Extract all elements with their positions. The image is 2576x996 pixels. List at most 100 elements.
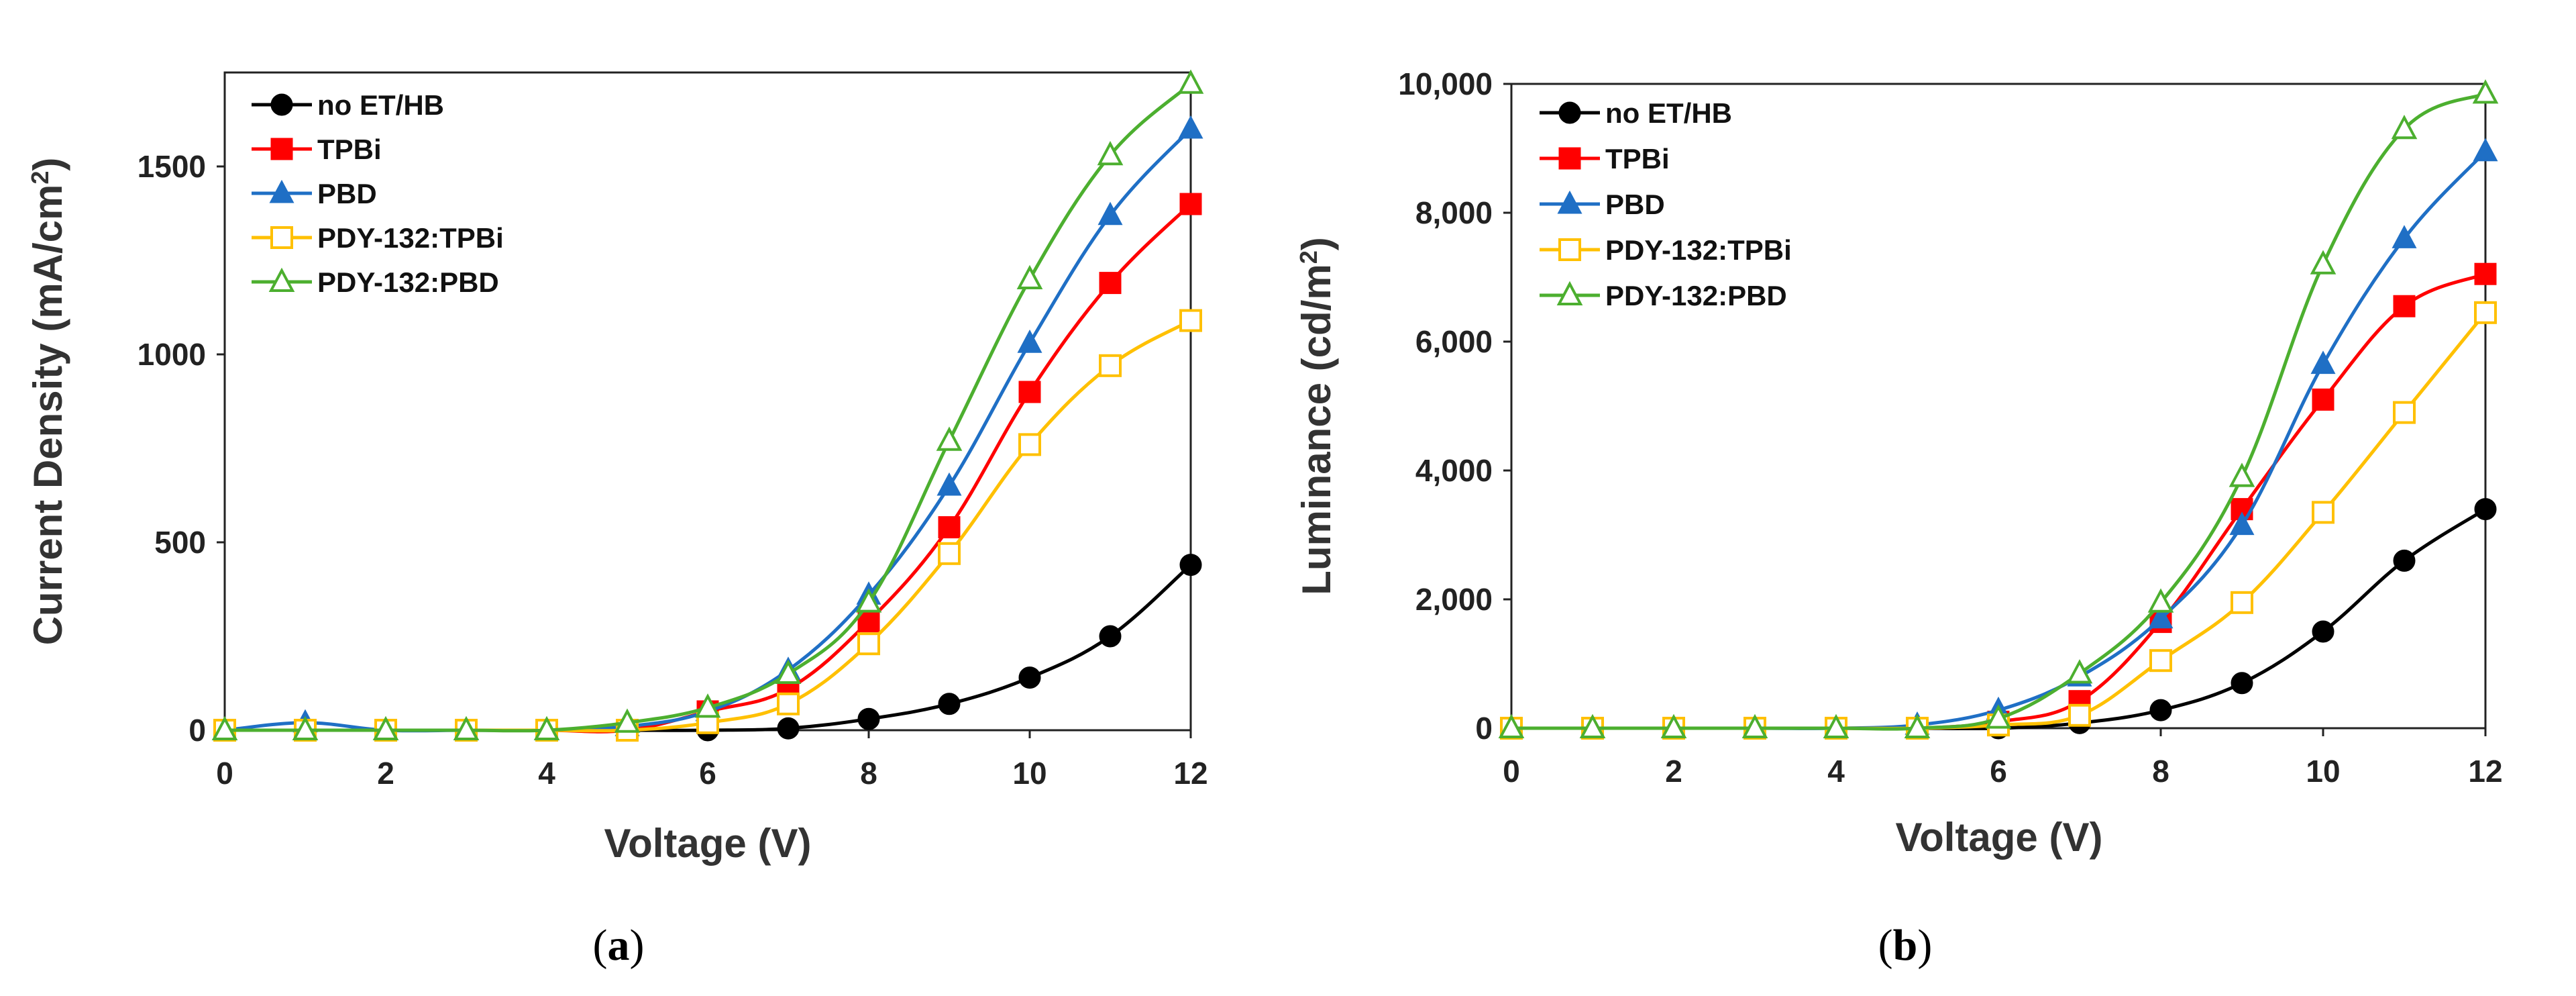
panel-b-legend-marker-1 <box>1558 147 1581 170</box>
panel-b-series-0-point <box>2231 672 2253 695</box>
panel-b-y-axis-title: Luminance (cd/m2) <box>1294 237 1339 595</box>
panel-a-legend-label-0: no ET/HB <box>317 89 444 121</box>
panel-b-series-1-point <box>2312 388 2334 411</box>
panel-b-series-2-point <box>2392 225 2417 248</box>
panel-b-series-2-point <box>2310 350 2336 375</box>
panel-b-legend-item-1: TPBi <box>1540 143 1670 175</box>
panel-a-series-1-point <box>1179 193 1202 215</box>
panel-b-y-axis-title-main: Luminance (cd/m <box>1294 264 1339 595</box>
panel-a-legend-marker-3 <box>270 226 293 249</box>
panel-a-legend-marker-1 <box>270 138 293 160</box>
panel-a-series-3-point <box>857 632 880 656</box>
panel-a-series-1-point <box>938 516 961 539</box>
panel-a-series <box>211 69 1204 742</box>
panel-b-x-tick-label: 0 <box>1503 754 1520 789</box>
panel-b-x-tick-label: 8 <box>2152 754 2169 789</box>
panel-b-series-0-point <box>2312 620 2334 643</box>
panel-a-series-4-point <box>1097 140 1124 166</box>
panel-b-series-2-point <box>2229 511 2255 536</box>
panel-b-y-tick-label: 0 <box>1475 711 1493 746</box>
panel-a-legend-marker-2 <box>269 179 294 203</box>
panel-b-legend-marker-3 <box>1558 238 1581 261</box>
panel-a-y-axis-title-main: Current Density (mA/cm <box>25 185 70 646</box>
panel-a-series-0-point <box>1018 666 1041 689</box>
panel-b-legend-item-0: no ET/HB <box>1540 97 1732 129</box>
panel-a-legend-label-2: PBD <box>317 178 377 209</box>
panel-b-series-4-point <box>2066 659 2093 684</box>
panel-b-series-4-point <box>1741 713 1768 738</box>
panel-a-series-4-point <box>211 715 238 740</box>
panel-b-series-4-point <box>1823 713 1849 738</box>
panel-b-axes: 0 2 4 6 8 10 12 0 2,000 4,000 6,000 8,000 10,000 <box>1398 66 2502 789</box>
panel-a-series-0-point <box>1179 554 1202 577</box>
panel-b-legend: no ET/HB TPBi PBD PDY-132:TPBi PDY-132:PBD <box>1540 97 1792 311</box>
panel-a-series-0-point <box>1099 625 1122 648</box>
panel-a-series-4-point <box>775 659 802 684</box>
panel-b-series-0-line <box>1511 507 2487 731</box>
panel-a-legend-item-2: PBD <box>252 178 377 209</box>
panel-a-series-2-point <box>1178 115 1203 139</box>
panel-a-series-2-line <box>224 128 1192 733</box>
panel-a-chart: 0 2 4 6 8 10 12 0 500 1000 1500 no ET/HB TPBi PBD PDY… <box>25 69 1208 970</box>
panel-a-x-tick-label: 4 <box>538 756 555 791</box>
panel-b-series-3-point <box>2068 703 2091 727</box>
panel-a-x-tick-label: 8 <box>860 756 877 791</box>
panel-a-y-tick-label: 500 <box>154 525 206 560</box>
panel-a-axes: 0 2 4 6 8 10 12 0 500 1000 1500 <box>138 149 1208 791</box>
panel-b-x-tick-label: 2 <box>1665 754 1682 789</box>
panel-a-series-4-point <box>372 715 399 740</box>
panel-a-plot-frame <box>223 71 1192 732</box>
panel-b-x-tick-label: 4 <box>1827 754 1845 789</box>
panel-a-series-3-point <box>1099 354 1122 377</box>
panel-a-series-4-point <box>614 708 641 733</box>
panel-b-series-4-point <box>1660 713 1687 738</box>
panel-a-x-tick-label: 12 <box>1173 756 1208 791</box>
panel-a-series-3-point <box>1179 309 1202 332</box>
panel-b-series-3-point <box>2312 501 2334 524</box>
panel-b-x-tick-label: 6 <box>1990 754 2007 789</box>
panel-b-series-3-line <box>1511 311 2487 730</box>
panel-b-series-1-point <box>2393 295 2416 317</box>
panel-b-series-3-point <box>2474 301 2497 324</box>
panel-b-x-tick-label: 10 <box>2306 754 2340 789</box>
panel-b-series-2 <box>1499 138 2498 738</box>
panel-a-series-4 <box>211 69 1204 740</box>
panel-b-series-4-point <box>2472 79 2499 104</box>
panel-b-y-axis-title-tail: ) <box>1294 237 1339 250</box>
panel-b-series-1 <box>1500 262 2497 740</box>
panel-b-series-4-point <box>1904 713 1931 738</box>
panel-a-series-4-point <box>453 715 480 740</box>
panel-b-legend-marker-2 <box>1557 190 1582 214</box>
panel-a-series-2 <box>212 115 1203 740</box>
panel-a-x-tick-label: 6 <box>699 756 716 791</box>
panel-b-series-4-point <box>2229 462 2255 487</box>
panel-b-legend-label-3: PDY-132:TPBi <box>1605 234 1792 266</box>
panel-b-series-0-point <box>2474 498 2497 521</box>
panel-b-y-tick-label: 8,000 <box>1415 195 1493 230</box>
panel-b-legend-item-3: PDY-132:TPBi <box>1540 234 1792 266</box>
panel-b-y-tick-label: 6,000 <box>1415 324 1493 359</box>
panel-b-series-4-point <box>2147 588 2174 613</box>
panel-a-series-4-point <box>292 715 319 740</box>
panel-a-legend-marker-4 <box>268 267 295 292</box>
panel-b-series <box>1498 79 2499 740</box>
panel-a-legend: no ET/HB TPBi PBD PDY-132:TPBi PDY-132:PBD <box>252 89 504 298</box>
panel-a-x-tick-label: 0 <box>216 756 233 791</box>
panel-b-series-2-point <box>2148 605 2174 629</box>
panel-b-x-tick-label: 12 <box>2468 754 2502 789</box>
panel-a-series-3-point <box>777 692 800 715</box>
panel-a-legend-label-3: PDY-132:TPBi <box>317 222 504 254</box>
panel-a-series-0-point <box>777 717 800 740</box>
panel-b-legend-label-1: TPBi <box>1605 143 1670 175</box>
panel-a-y-tick-label: 1000 <box>138 337 206 372</box>
panel-b-series-4-point <box>1498 713 1525 738</box>
panel-b-label-letter: b <box>1893 921 1918 970</box>
panel-a-series-2-point <box>1097 201 1123 226</box>
panel-a-series-4-point <box>533 715 560 740</box>
panel-a-series-3-point <box>938 542 961 565</box>
panel-a-series-3 <box>213 309 1202 742</box>
panel-a-x-tick-label: 10 <box>1012 756 1046 791</box>
panel-a-legend-marker-0 <box>270 93 293 116</box>
panel-b-legend-label-2: PBD <box>1605 189 1665 220</box>
